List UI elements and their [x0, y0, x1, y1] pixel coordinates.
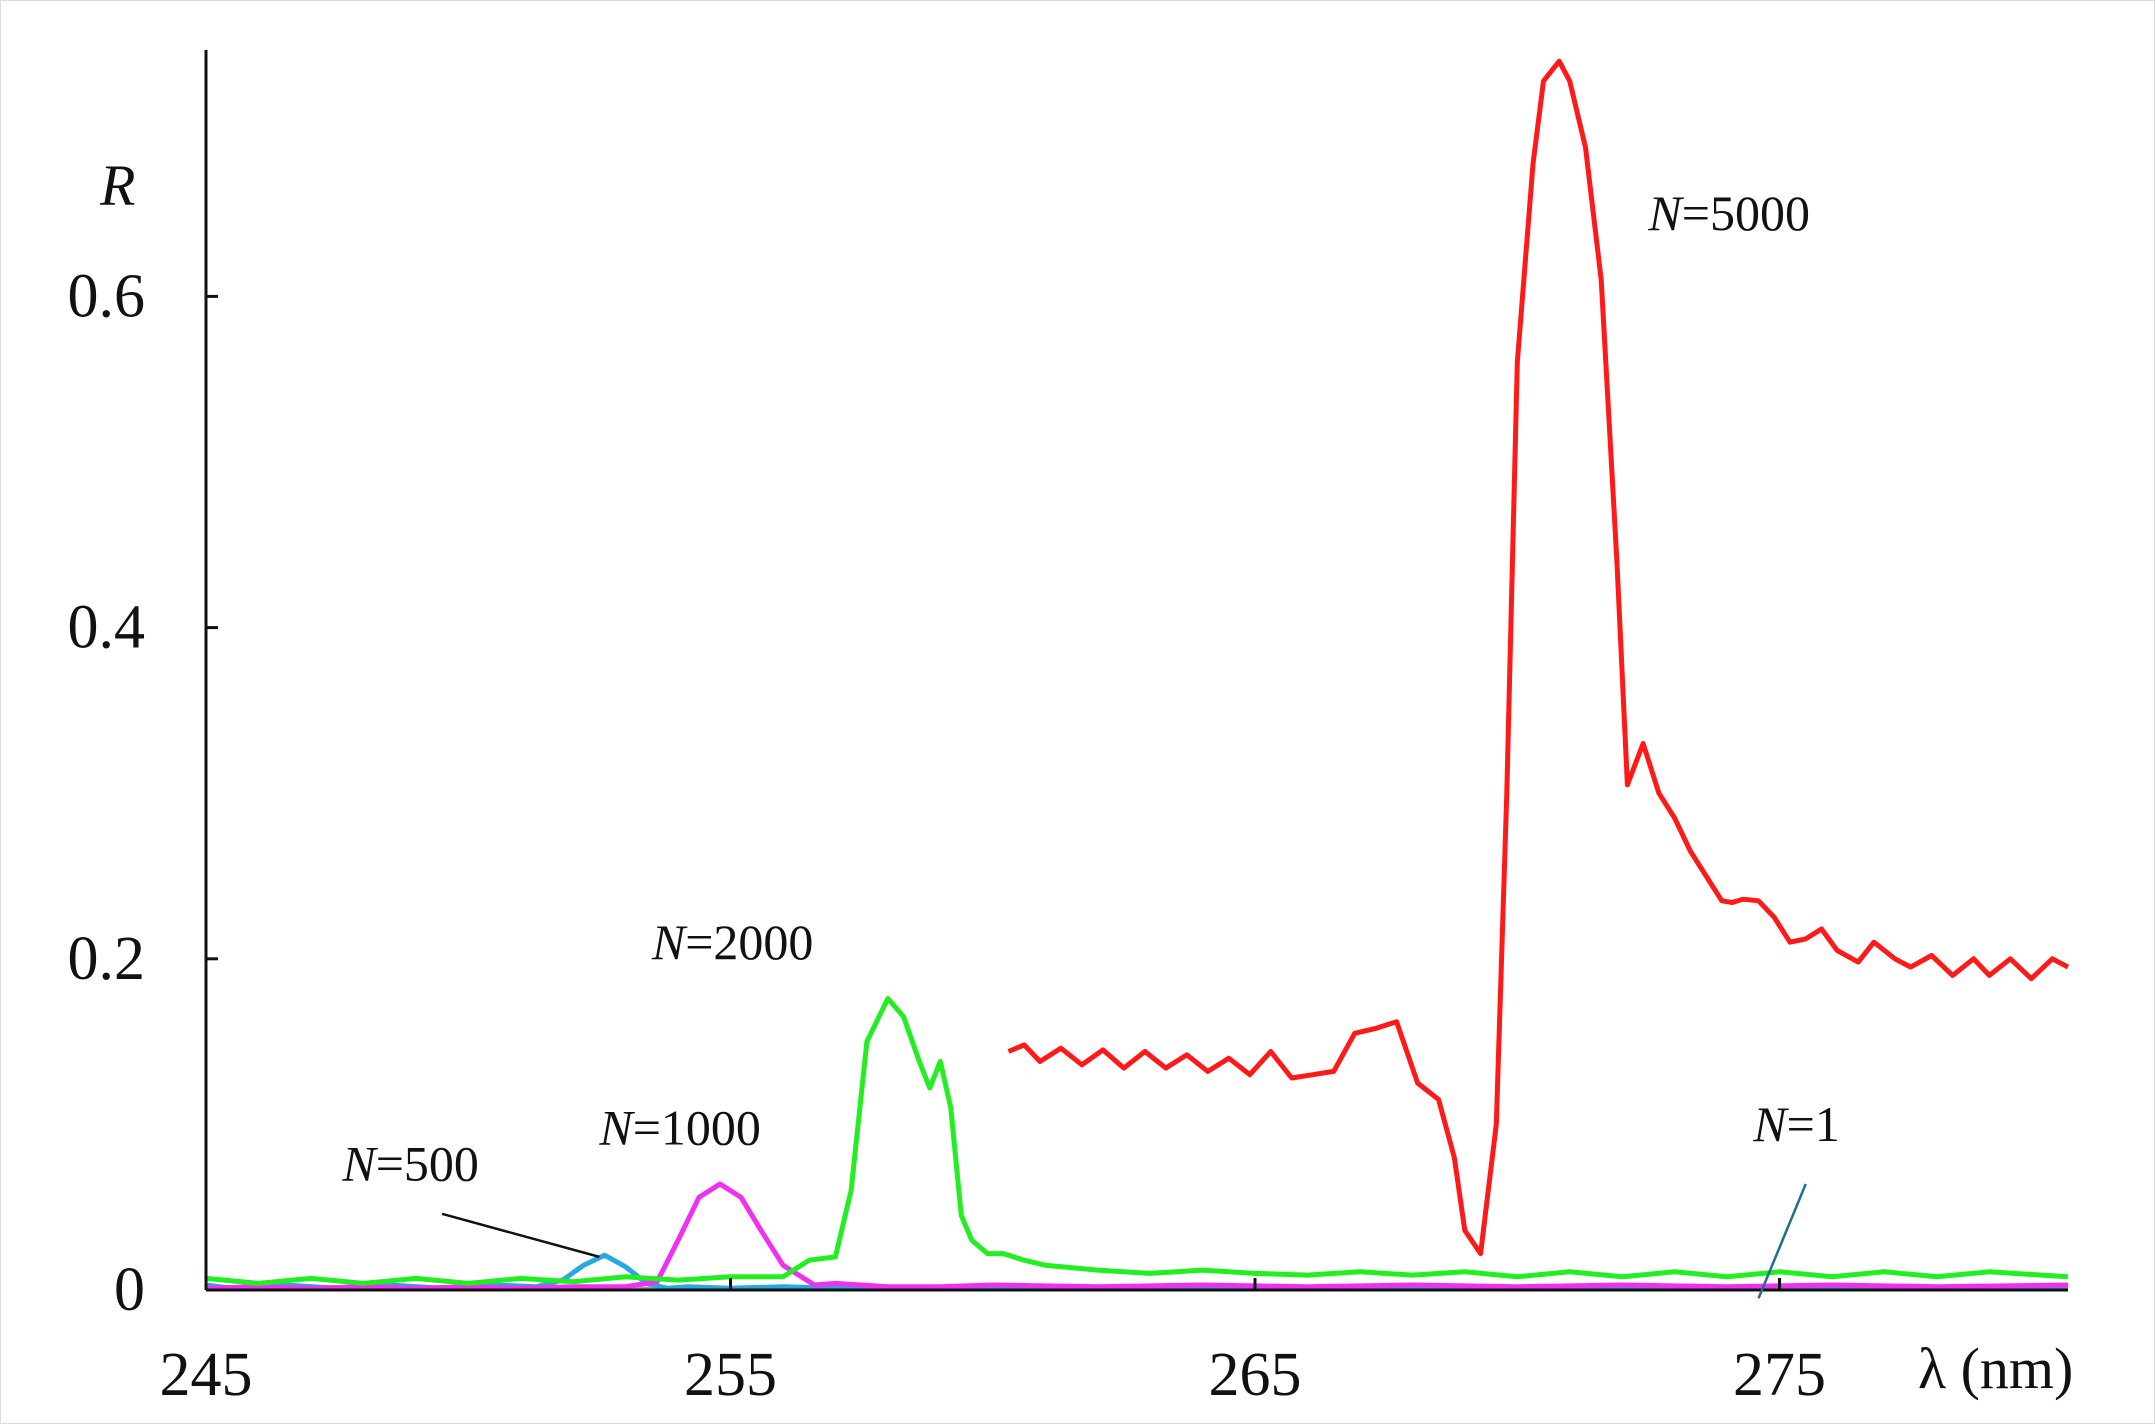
series-annotation: N=1000 [598, 1099, 761, 1155]
series-annotation: N=500 [341, 1136, 479, 1192]
x-axis-title: λ (nm) [1918, 1336, 2073, 1401]
x-tick-label: 255 [684, 1341, 777, 1409]
y-tick-label: 0.2 [68, 925, 146, 993]
x-tick-label: 275 [1733, 1341, 1826, 1409]
series-line-n-2000 [205, 996, 2069, 1286]
series-layer [205, 58, 2070, 1291]
series-line-n-1000 [205, 1181, 2069, 1291]
series-annotation: N=1 [1752, 1096, 1840, 1152]
y-tick-label: 0.6 [68, 262, 146, 330]
leader-line-n500 [441, 1212, 600, 1259]
label-layer: R λ (nm) [99, 153, 2073, 1401]
annotation-layer: N=5000 N=2000 N=1000 N=500 N=1 [341, 185, 1840, 1299]
series-annotation: N=2000 [651, 914, 814, 970]
x-tick-label: 245 [160, 1341, 253, 1409]
series-line-n-5000 [1007, 58, 2070, 1257]
series-annotation: N=5000 [1647, 185, 1810, 241]
y-tick-label: 0 [114, 1256, 145, 1324]
leader-line-n1 [1757, 1183, 1807, 1299]
y-tick-label: 0.4 [68, 594, 146, 662]
y-axis-title: R [99, 153, 135, 218]
axis-layer [204, 50, 2068, 1292]
x-tick-label: 265 [1209, 1341, 1302, 1409]
tick-layer: 245 255 265 275 0 0.2 0.4 0.6 [68, 262, 1827, 1409]
